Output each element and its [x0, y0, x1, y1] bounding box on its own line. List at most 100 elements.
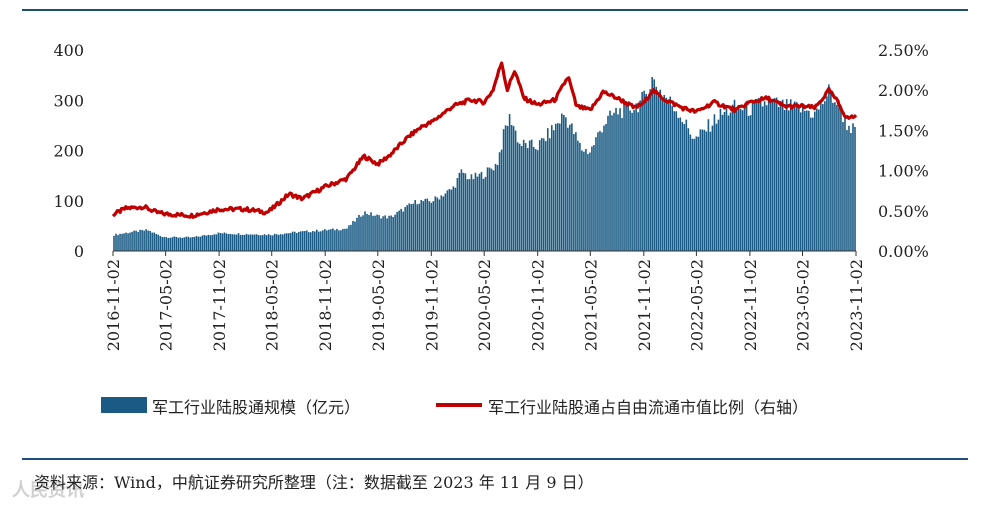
left-tick-label: 0 [74, 242, 84, 261]
bar [275, 234, 278, 251]
watermark: 人民资讯 [12, 480, 84, 501]
bar [520, 145, 523, 251]
x-axis: 2016-11-02 2017-05-02 2017-11-02 2018-05-02… [104, 251, 866, 351]
bar [151, 232, 153, 251]
bar [534, 149, 537, 251]
bar [824, 101, 826, 251]
x-tick-label: 2023-11-02 [847, 259, 866, 351]
bar [488, 167, 491, 251]
bar [404, 207, 406, 251]
bar [259, 235, 262, 251]
bar [334, 230, 336, 251]
bar [733, 99, 736, 251]
bar [653, 79, 655, 252]
bar [326, 230, 328, 251]
bar [510, 124, 513, 251]
bar [753, 99, 756, 252]
bar [436, 197, 439, 251]
bar [645, 93, 647, 252]
bar [362, 215, 364, 251]
bar [265, 235, 268, 251]
bar [701, 129, 704, 251]
bar [243, 234, 246, 251]
bar [526, 148, 529, 251]
bar [785, 99, 788, 251]
bar [723, 111, 726, 251]
bar [352, 220, 354, 251]
x-tick-label: 2021-05-02 [581, 259, 600, 351]
bar [663, 95, 666, 251]
bar [669, 96, 672, 251]
x-tick-label: 2017-11-02 [210, 259, 229, 351]
x-tick-label: 2020-05-02 [475, 259, 494, 351]
bar [667, 100, 670, 251]
bar [307, 232, 310, 251]
bar [791, 106, 794, 251]
right-tick-label: 1.00% [878, 162, 929, 181]
x-tick-label: 2019-05-02 [369, 259, 388, 351]
bar [458, 172, 461, 251]
bar [709, 131, 712, 251]
bar [593, 145, 595, 251]
bar [428, 201, 431, 251]
bar [579, 142, 581, 251]
bar [789, 99, 792, 251]
bar [213, 234, 216, 251]
bar [755, 100, 758, 251]
bar [563, 115, 565, 252]
bar [498, 152, 501, 251]
bar [406, 205, 408, 251]
bar [398, 210, 400, 251]
bar [721, 114, 724, 251]
bar [683, 124, 686, 251]
bar [312, 231, 314, 251]
bar [607, 115, 609, 251]
bar [113, 235, 115, 251]
bar [577, 140, 579, 251]
bar [603, 125, 605, 251]
bar [283, 233, 286, 251]
bar [492, 170, 495, 251]
bar [141, 229, 143, 251]
bar [731, 104, 734, 251]
right-tick-label: 0.00% [878, 242, 929, 261]
bar [185, 236, 188, 251]
legend-line-label: 军工行业陆股通占自由流通市值比例（右轴） [488, 398, 809, 417]
bar [834, 102, 836, 251]
bar [183, 237, 186, 251]
bar [318, 231, 320, 251]
x-tick-label: 2019-11-02 [422, 259, 441, 351]
bar [332, 228, 334, 251]
bar [677, 118, 680, 252]
bar [476, 176, 479, 251]
bar [540, 138, 543, 251]
bar [336, 228, 338, 251]
bar [484, 176, 487, 251]
bar [209, 235, 212, 251]
right-tick-label: 0.50% [878, 202, 929, 221]
bar [751, 101, 754, 251]
ratio-line [111, 61, 858, 219]
bar [119, 233, 121, 251]
bar [366, 213, 368, 251]
bar [647, 98, 649, 252]
bar [199, 236, 202, 251]
legend-line-swatch [436, 403, 482, 407]
bar [777, 107, 780, 251]
bar [358, 214, 360, 251]
bar [803, 110, 806, 252]
bar [601, 132, 603, 251]
bar [530, 139, 533, 251]
bar [808, 110, 810, 251]
bar [297, 231, 300, 251]
bar [193, 237, 196, 251]
bar [717, 119, 720, 252]
left-tick-label: 200 [53, 142, 84, 161]
bar [665, 97, 668, 251]
bar [177, 237, 180, 251]
bar [221, 233, 224, 251]
bar [466, 179, 469, 251]
bar [480, 171, 483, 251]
bar [474, 172, 477, 251]
bar [137, 232, 139, 251]
